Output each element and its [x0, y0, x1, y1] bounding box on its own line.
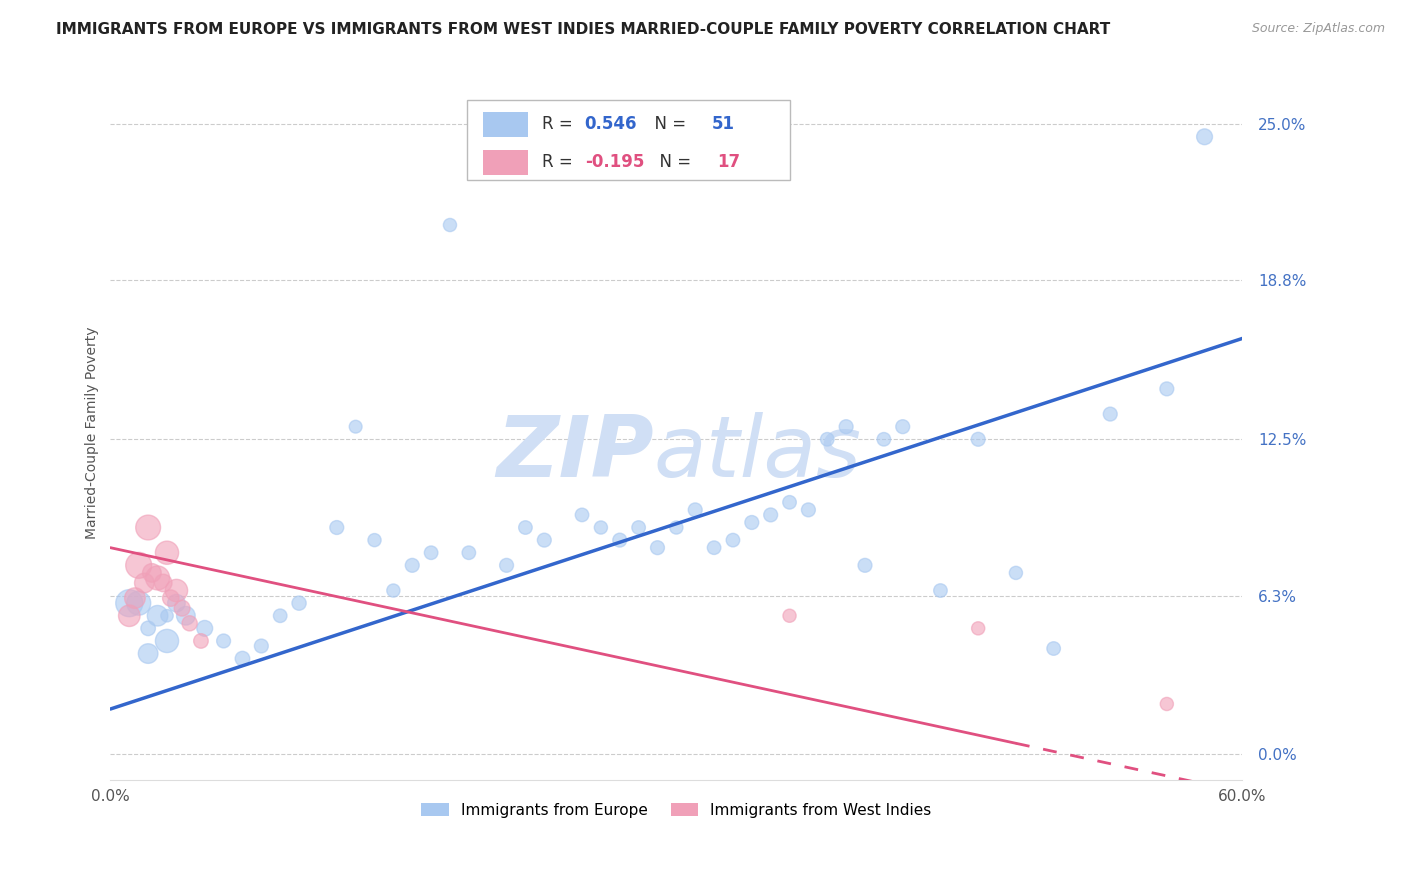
Point: [156, 634, 179, 648]
Text: 17: 17: [717, 153, 740, 171]
Text: R =: R =: [541, 115, 578, 133]
FancyBboxPatch shape: [467, 100, 790, 180]
Point: [457, 546, 479, 560]
Point: [190, 634, 212, 648]
Text: N =: N =: [650, 153, 696, 171]
Point: [873, 432, 896, 446]
Point: [1005, 566, 1028, 580]
Point: [288, 596, 311, 610]
Point: [589, 520, 612, 534]
FancyBboxPatch shape: [482, 150, 529, 175]
Point: [571, 508, 593, 522]
Point: [152, 576, 174, 591]
Point: [194, 621, 217, 635]
Point: [363, 533, 385, 548]
Point: [118, 596, 141, 610]
Point: [136, 621, 159, 635]
Point: [172, 601, 194, 615]
Point: [721, 533, 744, 548]
Point: [136, 647, 159, 661]
Point: [141, 566, 163, 580]
Point: [515, 520, 537, 534]
Point: [382, 583, 405, 598]
Point: [124, 591, 146, 606]
Point: [128, 596, 150, 610]
Point: [420, 546, 443, 560]
Point: [683, 503, 706, 517]
Point: [156, 546, 179, 560]
Text: R =: R =: [541, 153, 578, 171]
Point: [627, 520, 650, 534]
Point: [165, 596, 187, 610]
Text: 0.546: 0.546: [585, 115, 637, 133]
Point: [174, 608, 197, 623]
Text: IMMIGRANTS FROM EUROPE VS IMMIGRANTS FROM WEST INDIES MARRIED-COUPLE FAMILY POVE: IMMIGRANTS FROM EUROPE VS IMMIGRANTS FRO…: [56, 22, 1111, 37]
Point: [929, 583, 952, 598]
Point: [439, 218, 461, 232]
Point: [967, 621, 990, 635]
Y-axis label: Married-Couple Family Poverty: Married-Couple Family Poverty: [86, 326, 100, 540]
Point: [401, 558, 423, 573]
Point: [156, 608, 179, 623]
Text: Source: ZipAtlas.com: Source: ZipAtlas.com: [1251, 22, 1385, 36]
Point: [533, 533, 555, 548]
Point: [1156, 382, 1178, 396]
Text: atlas: atlas: [654, 412, 862, 495]
Point: [128, 558, 150, 573]
Point: [815, 432, 838, 446]
Point: [231, 651, 253, 665]
Text: -0.195: -0.195: [585, 153, 644, 171]
Point: [269, 608, 291, 623]
Point: [853, 558, 876, 573]
Point: [344, 419, 367, 434]
Point: [179, 616, 201, 631]
Point: [703, 541, 725, 555]
Point: [835, 419, 858, 434]
Point: [759, 508, 782, 522]
Point: [779, 495, 801, 509]
Point: [647, 541, 669, 555]
Text: ZIP: ZIP: [496, 412, 654, 495]
Point: [1099, 407, 1122, 421]
Point: [165, 583, 187, 598]
Point: [495, 558, 517, 573]
Text: 51: 51: [711, 115, 734, 133]
Point: [146, 571, 169, 585]
Point: [159, 591, 181, 606]
Point: [136, 520, 159, 534]
FancyBboxPatch shape: [482, 112, 529, 136]
Point: [250, 639, 273, 653]
Point: [1156, 697, 1178, 711]
Point: [326, 520, 349, 534]
Point: [779, 608, 801, 623]
Point: [134, 576, 156, 591]
Legend: Immigrants from Europe, Immigrants from West Indies: Immigrants from Europe, Immigrants from …: [415, 797, 938, 824]
Point: [212, 634, 235, 648]
Point: [967, 432, 990, 446]
Point: [741, 516, 763, 530]
Point: [797, 503, 820, 517]
Point: [118, 608, 141, 623]
Point: [1042, 641, 1064, 656]
Point: [891, 419, 914, 434]
Point: [146, 608, 169, 623]
Point: [665, 520, 688, 534]
Point: [1194, 129, 1216, 144]
Text: N =: N =: [644, 115, 690, 133]
Point: [609, 533, 631, 548]
